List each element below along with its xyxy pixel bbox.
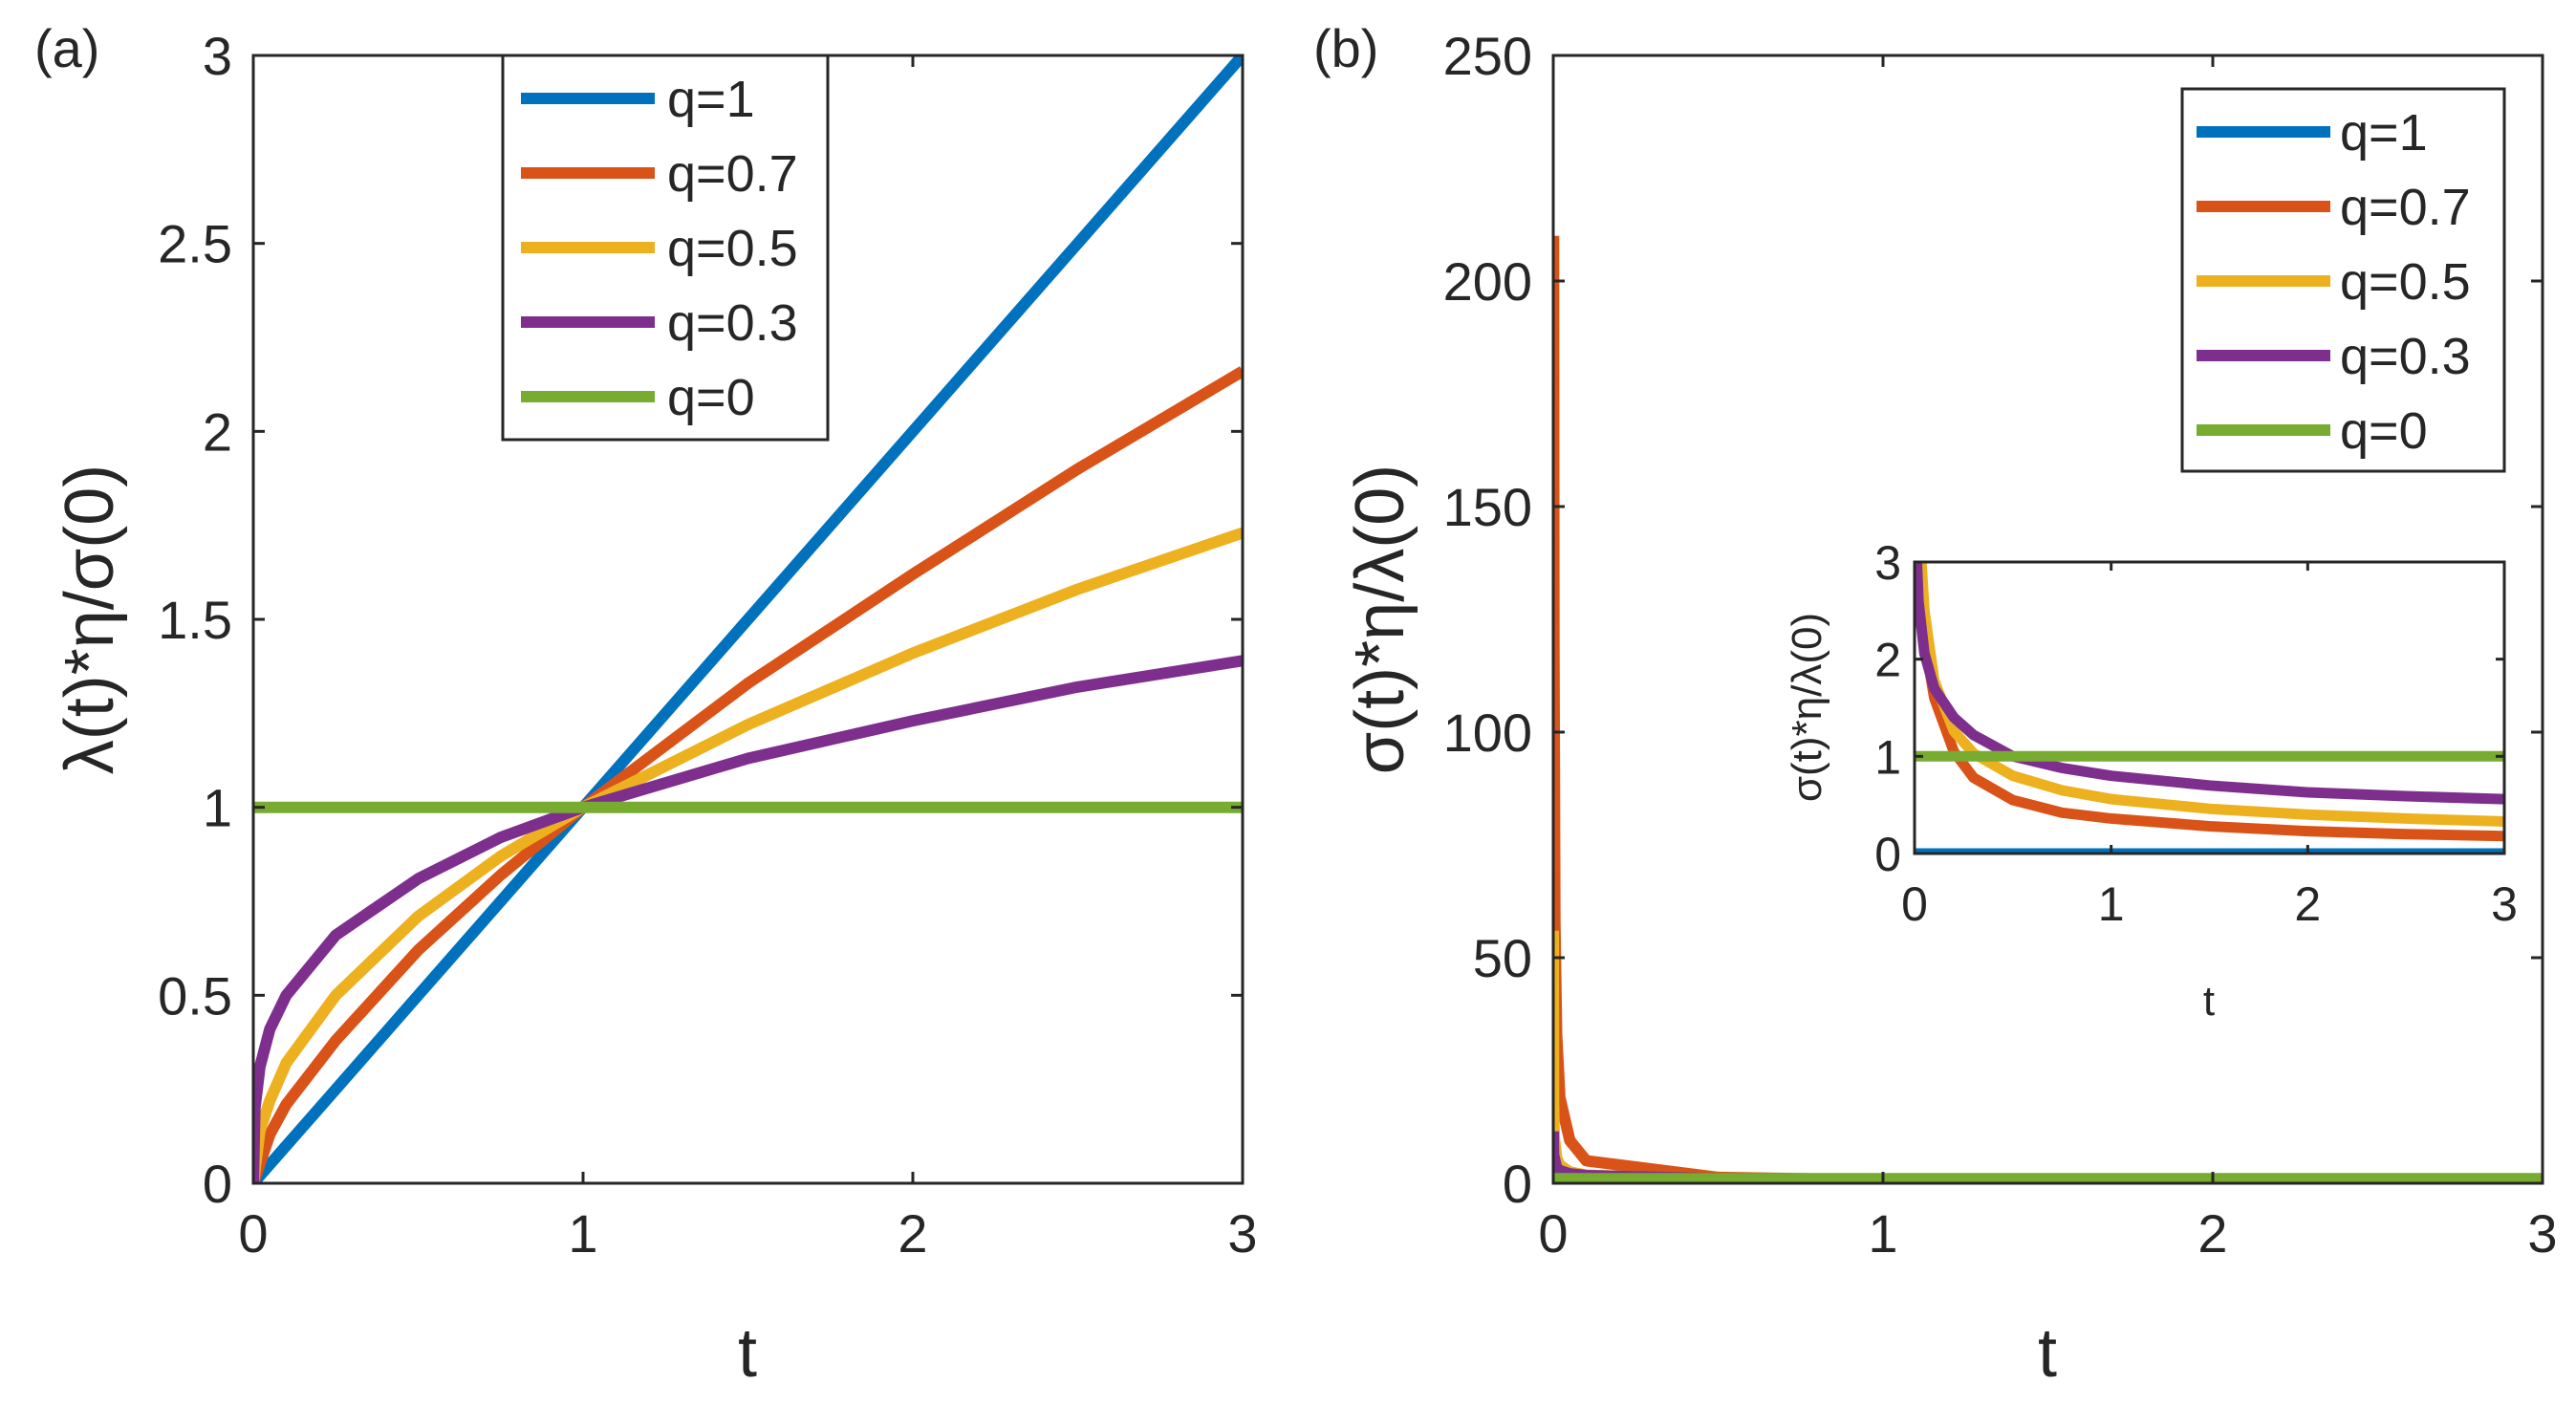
b-y-tick-label-3: 150 (1443, 477, 1532, 537)
b-x-tick-label-3: 3 (2527, 1203, 2557, 1264)
a-series-line-3 (253, 655, 1243, 1183)
b-y-tick-label-2: 100 (1443, 702, 1532, 763)
panel-b-label: (b) (1313, 18, 1378, 78)
y-axis-label-a: λ(t)*η/σ(0) (52, 465, 128, 774)
inset-x-axis-label: t (2203, 978, 2215, 1025)
b-y-tick-label-4: 200 (1443, 251, 1532, 312)
b-legend-label-0: q=1 (2340, 104, 2428, 162)
panel-a-label: (a) (34, 18, 99, 78)
ticks-b (1551, 54, 2544, 1185)
a-y-tick-label-1: 0.5 (158, 965, 232, 1026)
b-y-tick-label-0: 0 (1503, 1154, 1532, 1214)
axes-box-b (1551, 54, 2544, 1185)
x-axis-label-a: t (738, 1315, 757, 1392)
inset-y-tick-label-0: 0 (1874, 828, 1901, 881)
panel-a: (a) 0 1 2 300.511.522.53 t λ(t)*η/σ(0) q=1q… (34, 18, 1258, 1392)
b-legend-label-3: q=0.3 (2340, 328, 2471, 385)
series-group-a (253, 55, 1243, 1183)
a-x-tick-label-1: 1 (568, 1203, 597, 1264)
a-x-tick-label-2: 2 (898, 1203, 927, 1264)
inset-series-group (1915, 562, 2504, 854)
inset-x-tick-label-0: 0 (1901, 877, 1928, 931)
b-y-tick-label-5: 250 (1443, 26, 1532, 86)
legend-b: q=1 q=0.7 q=0.5 q=0.3 q=0 (2180, 87, 2506, 473)
inset-y-tick-label-2: 2 (1874, 634, 1901, 687)
a-y-tick-label-6: 3 (203, 26, 232, 86)
inset-x-tick-label-3: 3 (2491, 877, 2518, 931)
a-y-tick-label-0: 0 (203, 1154, 232, 1214)
a-legend-label-2: q=0.5 (667, 220, 798, 277)
a-legend-label-1: q=0.7 (667, 145, 798, 203)
inset-y-axis-label: σ(t)*η/λ(0) (1784, 613, 1830, 802)
inset-x-tick-label-1: 1 (2098, 877, 2125, 931)
b-y-tick-label-1: 50 (1473, 928, 1532, 988)
a-legend-label-0: q=1 (667, 71, 755, 128)
a-series-line-1 (253, 366, 1243, 1183)
tick-labels-a: 0 1 2 3 0 0.5 1 1.5 2 2.5 3 (158, 26, 1257, 1264)
a-series-line-2 (253, 527, 1243, 1183)
b-legend-label-2: q=0.5 (2340, 253, 2471, 311)
b-legend-label-4: q=0 (2340, 402, 2428, 460)
a-x-tick-label-3: 3 (1227, 1203, 1257, 1264)
inset-tick-labels: 0 1 2 3 0 1 2 3 (1874, 536, 2518, 931)
inset-ticks (1913, 560, 2506, 855)
b-x-tick-label-0: 0 (1538, 1203, 1568, 1264)
b-x-tick-label-1: 1 (1868, 1203, 1897, 1264)
a-x-tick-label-0: 0 (238, 1203, 268, 1264)
a-legend-label-3: q=0.3 (667, 294, 798, 352)
inset-x-tick-label-2: 2 (2294, 877, 2321, 931)
a-y-tick-label-2: 1 (203, 778, 232, 838)
b-x-tick-label-2: 2 (2197, 1203, 2227, 1264)
inset-y-tick-label-3: 3 (1874, 536, 1901, 590)
a-legend-label-4: q=0 (667, 369, 755, 426)
legend-entries-a: q=1 q=0.7 q=0.5 q=0.3 q=0 (521, 71, 798, 426)
inset-y-tick-label-1: 1 (1874, 730, 1901, 784)
a-y-tick-label-4: 2 (203, 401, 232, 462)
y-axis-label-b: σ(t)*η/λ(0) (1342, 465, 1418, 774)
legend-entries-b: q=1 q=0.7 q=0.5 q=0.3 q=0 (2197, 104, 2471, 460)
b-legend-label-1: q=0.7 (2340, 179, 2471, 236)
a-y-tick-label-5: 2.5 (158, 214, 232, 274)
a-y-tick-label-3: 1.5 (158, 590, 232, 650)
inset-axes-box (1913, 560, 2506, 855)
x-axis-label-b: t (2038, 1315, 2057, 1392)
legend-a: q=1 q=0.7 q=0.5 q=0.3 q=0 (501, 54, 830, 442)
inset-plot: 0 1 2 3 0 1 2 3 t σ(t)*η/λ(0) (1784, 536, 2518, 1025)
